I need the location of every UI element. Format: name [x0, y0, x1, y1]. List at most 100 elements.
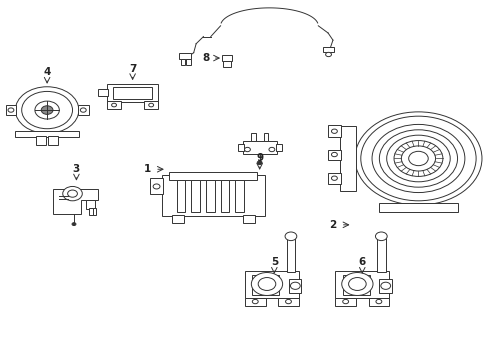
Circle shape [348, 278, 366, 291]
Bar [5, 105, 16, 116]
Text: 2: 2 [329, 220, 337, 230]
Circle shape [80, 108, 86, 112]
Circle shape [251, 273, 283, 296]
Circle shape [331, 129, 337, 134]
Circle shape [258, 278, 276, 291]
Text: 5: 5 [270, 257, 278, 267]
Bar [107, 102, 121, 109]
Bar [243, 215, 255, 223]
Bar [206, 180, 215, 212]
Bar [243, 140, 277, 154]
Bar [335, 271, 389, 298]
Text: 8: 8 [202, 53, 210, 63]
Circle shape [379, 130, 458, 187]
Text: 6: 6 [359, 257, 366, 267]
Bar [169, 172, 257, 180]
Bar [220, 180, 229, 212]
Bar [251, 134, 256, 140]
Bar [328, 149, 341, 160]
Bar [221, 55, 232, 61]
Circle shape [149, 103, 154, 107]
Bar [379, 203, 458, 212]
Bar [377, 238, 386, 272]
Bar [340, 126, 356, 191]
Circle shape [63, 186, 82, 201]
Text: 3: 3 [73, 164, 80, 174]
Circle shape [372, 125, 465, 193]
Bar [48, 136, 58, 145]
Bar [379, 279, 392, 293]
Bar [36, 136, 46, 145]
Circle shape [15, 87, 79, 134]
Circle shape [355, 112, 482, 205]
Circle shape [41, 106, 53, 114]
Circle shape [245, 147, 250, 152]
Bar [98, 89, 108, 96]
Circle shape [401, 146, 436, 171]
Circle shape [361, 116, 476, 201]
Bar [235, 180, 244, 212]
Bar [335, 298, 356, 306]
Circle shape [409, 151, 428, 166]
Circle shape [342, 273, 373, 296]
Bar [323, 46, 334, 52]
Bar [276, 144, 282, 150]
Circle shape [381, 282, 391, 289]
Bar [328, 126, 341, 137]
Bar [107, 84, 158, 102]
Circle shape [331, 152, 337, 157]
Bar [245, 298, 266, 306]
Circle shape [257, 161, 262, 165]
Circle shape [286, 300, 292, 304]
Bar [278, 298, 299, 306]
Circle shape [326, 52, 331, 57]
Text: 9: 9 [256, 153, 263, 163]
Bar [162, 175, 265, 216]
Bar [252, 275, 279, 295]
Circle shape [331, 176, 337, 180]
Circle shape [394, 140, 443, 176]
Bar [343, 275, 369, 295]
Circle shape [376, 300, 382, 304]
Circle shape [35, 101, 59, 119]
Bar [180, 59, 185, 65]
Circle shape [8, 108, 14, 112]
Bar [78, 105, 89, 116]
Circle shape [387, 135, 450, 182]
Circle shape [269, 147, 275, 152]
Text: 4: 4 [44, 67, 51, 77]
Bar [191, 180, 200, 212]
Bar [328, 173, 341, 184]
Circle shape [68, 190, 77, 197]
Bar [245, 271, 299, 298]
Circle shape [22, 91, 73, 129]
Bar [113, 87, 152, 99]
Circle shape [291, 282, 300, 289]
Text: 7: 7 [129, 64, 136, 74]
Bar [93, 208, 97, 215]
Bar [289, 279, 301, 293]
Bar [172, 215, 184, 223]
Bar [86, 200, 95, 209]
Circle shape [375, 232, 387, 240]
Polygon shape [53, 189, 98, 214]
Bar [238, 144, 244, 150]
Circle shape [153, 184, 160, 189]
Circle shape [252, 300, 258, 304]
Bar [287, 238, 295, 272]
Bar [186, 59, 191, 65]
Circle shape [72, 223, 76, 226]
Bar [223, 60, 231, 67]
Circle shape [112, 103, 117, 107]
Text: 1: 1 [144, 164, 151, 174]
Bar [145, 102, 158, 109]
Bar [368, 298, 389, 306]
Bar [15, 131, 79, 137]
Circle shape [285, 232, 297, 240]
Bar [150, 178, 163, 194]
Circle shape [343, 300, 348, 304]
Bar [264, 134, 269, 140]
Bar [89, 208, 93, 215]
Bar [176, 180, 185, 212]
Bar [179, 53, 191, 59]
